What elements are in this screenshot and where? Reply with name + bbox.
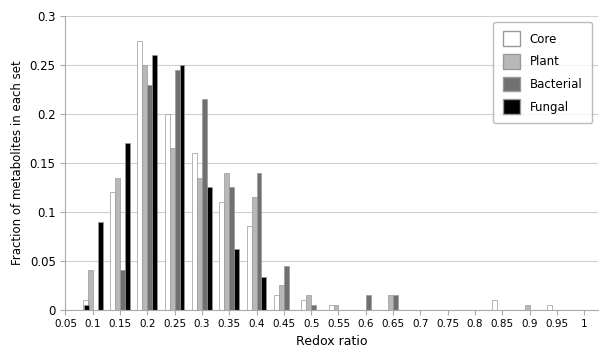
- Bar: [207, 187, 212, 309]
- Bar: [152, 55, 157, 309]
- Bar: [366, 295, 371, 309]
- Bar: [329, 305, 334, 309]
- Y-axis label: Fraction of metabolites in each set: Fraction of metabolites in each set: [11, 60, 24, 265]
- Legend: Core, Plant, Bacterial, Fungal: Core, Plant, Bacterial, Fungal: [493, 22, 592, 123]
- Bar: [301, 300, 306, 309]
- Bar: [388, 295, 393, 309]
- Bar: [97, 222, 102, 309]
- Bar: [261, 277, 266, 309]
- Bar: [165, 114, 170, 309]
- Bar: [252, 197, 256, 309]
- Bar: [88, 270, 93, 309]
- Bar: [306, 295, 311, 309]
- Bar: [256, 173, 261, 309]
- Bar: [175, 70, 180, 309]
- Bar: [525, 305, 530, 309]
- Bar: [84, 305, 89, 309]
- Bar: [284, 266, 289, 309]
- Bar: [202, 99, 207, 309]
- Bar: [334, 305, 339, 309]
- X-axis label: Redox ratio: Redox ratio: [296, 335, 367, 348]
- Bar: [180, 65, 185, 309]
- Bar: [493, 300, 498, 309]
- Bar: [547, 305, 552, 309]
- Bar: [234, 249, 239, 309]
- Bar: [115, 178, 120, 309]
- Bar: [143, 65, 147, 309]
- Bar: [120, 270, 125, 309]
- Bar: [219, 202, 224, 309]
- Bar: [170, 148, 175, 309]
- Bar: [311, 305, 316, 309]
- Bar: [393, 295, 398, 309]
- Bar: [192, 153, 197, 309]
- Bar: [274, 295, 279, 309]
- Bar: [147, 85, 152, 309]
- Bar: [224, 173, 229, 309]
- Bar: [279, 285, 284, 309]
- Bar: [83, 300, 88, 309]
- Bar: [138, 41, 143, 309]
- Bar: [110, 192, 115, 309]
- Bar: [125, 143, 130, 309]
- Bar: [229, 187, 234, 309]
- Bar: [247, 227, 252, 309]
- Bar: [197, 178, 202, 309]
